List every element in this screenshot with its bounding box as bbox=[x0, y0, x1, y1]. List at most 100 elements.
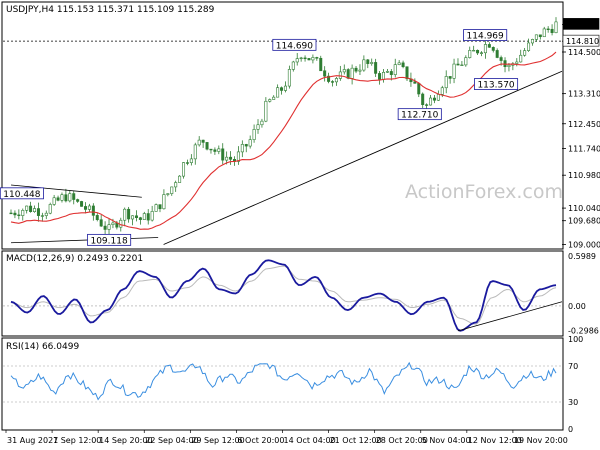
candle-body bbox=[331, 81, 335, 83]
time-axis-label: 28 Oct 20:00 bbox=[376, 436, 428, 445]
candle-body bbox=[264, 100, 268, 122]
price-axis-label: 115.289 bbox=[566, 20, 599, 29]
candle-body bbox=[483, 44, 487, 54]
candle-body bbox=[538, 34, 542, 38]
price-annotation: 114.690 bbox=[276, 41, 313, 51]
candle-body bbox=[127, 208, 131, 220]
candle-body bbox=[378, 73, 382, 80]
candle-body bbox=[342, 69, 346, 73]
candle-body bbox=[272, 96, 276, 100]
time-axis-label: 29 Sep 12:00 bbox=[191, 436, 244, 445]
candle-body bbox=[534, 34, 538, 40]
rsi-panel bbox=[1, 337, 564, 431]
candle-body bbox=[554, 21, 558, 34]
candle-body bbox=[138, 217, 142, 220]
time-axis-label: 22 Sep 04:00 bbox=[145, 436, 198, 445]
candle-body bbox=[170, 186, 174, 194]
price-annotation-box bbox=[474, 78, 519, 90]
price-annotation-box bbox=[397, 108, 442, 121]
price-axis-label: 109.000 bbox=[568, 241, 600, 250]
price-axis-label: 112.450 bbox=[568, 120, 600, 129]
candle-body bbox=[162, 194, 166, 210]
candle-body bbox=[201, 139, 205, 143]
candle-body bbox=[244, 144, 248, 147]
candle-body bbox=[397, 62, 401, 65]
candle-body bbox=[76, 199, 80, 202]
candle-body bbox=[95, 215, 99, 220]
time-axis-label: 12 Nov 12:00 bbox=[468, 436, 522, 445]
candle-body bbox=[527, 42, 531, 51]
candle-body bbox=[515, 61, 519, 64]
candle-body bbox=[546, 28, 550, 30]
time-axis-label: 7 Sep 12:00 bbox=[53, 436, 101, 445]
candle-body bbox=[197, 139, 201, 146]
price-axis-label: 109.680 bbox=[568, 217, 600, 226]
macd-axis-label: 0.5989 bbox=[568, 252, 596, 261]
candle-body bbox=[209, 148, 213, 151]
price-axis-label: 113.310 bbox=[568, 90, 600, 99]
candle-body bbox=[240, 144, 244, 153]
candle-body bbox=[421, 93, 425, 106]
candle-body bbox=[432, 97, 436, 101]
time-axis-label: 14 Sep 20:00 bbox=[99, 436, 152, 445]
candle-body bbox=[229, 156, 233, 160]
candle-body bbox=[205, 142, 209, 150]
watermark: ActionForex.com bbox=[405, 181, 563, 203]
price-annotation-box bbox=[463, 29, 508, 41]
candle-body bbox=[56, 197, 60, 201]
candle-body bbox=[362, 59, 366, 71]
price-annotation: 112.710 bbox=[401, 111, 438, 121]
price-axis-label: 111.740 bbox=[568, 145, 600, 154]
candle-body bbox=[44, 212, 48, 216]
candle-body bbox=[178, 175, 182, 183]
candle-body bbox=[87, 205, 91, 210]
candle-body bbox=[146, 213, 150, 221]
candle-body bbox=[68, 193, 72, 202]
candle-body bbox=[370, 62, 374, 64]
candle-body bbox=[103, 225, 107, 230]
candle-body bbox=[21, 210, 25, 216]
candle-body bbox=[354, 67, 358, 72]
time-axis-label: 21 Oct 12:00 bbox=[330, 436, 382, 445]
price-title: USDJPY,H4 115.153 115.371 115.109 115.28… bbox=[6, 5, 215, 15]
candle-body bbox=[142, 213, 146, 220]
candle-body bbox=[80, 201, 84, 207]
time-axis-label: 5 Nov 04:00 bbox=[422, 436, 471, 445]
rsi-axis-label: 30 bbox=[568, 398, 578, 407]
candle-body bbox=[366, 59, 370, 64]
candle-body bbox=[252, 129, 256, 140]
candle-body bbox=[495, 50, 499, 58]
candle-body bbox=[401, 62, 405, 68]
candle-body bbox=[174, 182, 178, 188]
candle-body bbox=[550, 28, 554, 34]
candle-body bbox=[111, 222, 115, 225]
candle-body bbox=[64, 194, 68, 202]
level-price-marker bbox=[562, 34, 600, 47]
candle-body bbox=[189, 158, 193, 163]
candle-body bbox=[150, 211, 154, 221]
price-annotation-box bbox=[0, 187, 44, 200]
candle-body bbox=[385, 71, 389, 73]
candle-body bbox=[448, 76, 452, 79]
candle-body bbox=[33, 208, 37, 212]
candle-body bbox=[119, 219, 123, 228]
macd-axis-label: 0.00 bbox=[568, 302, 586, 311]
candle-body bbox=[83, 206, 87, 210]
macd-trendline bbox=[457, 301, 563, 332]
candle-body bbox=[154, 204, 158, 212]
candle-body bbox=[507, 64, 511, 67]
candle-body bbox=[91, 205, 95, 216]
candle-body bbox=[17, 214, 21, 216]
candle-body bbox=[295, 58, 299, 63]
rsi-line bbox=[10, 361, 557, 401]
price-annotation-box bbox=[272, 38, 317, 51]
candle-body bbox=[468, 50, 472, 58]
candle-body bbox=[334, 78, 338, 83]
candle-body bbox=[319, 57, 323, 72]
price-axis-label: 110.040 bbox=[568, 204, 600, 213]
candle-body bbox=[456, 63, 460, 66]
candle-body bbox=[217, 148, 221, 152]
candle-body bbox=[346, 69, 350, 79]
candle-body bbox=[323, 70, 327, 77]
candle-body bbox=[48, 204, 52, 214]
